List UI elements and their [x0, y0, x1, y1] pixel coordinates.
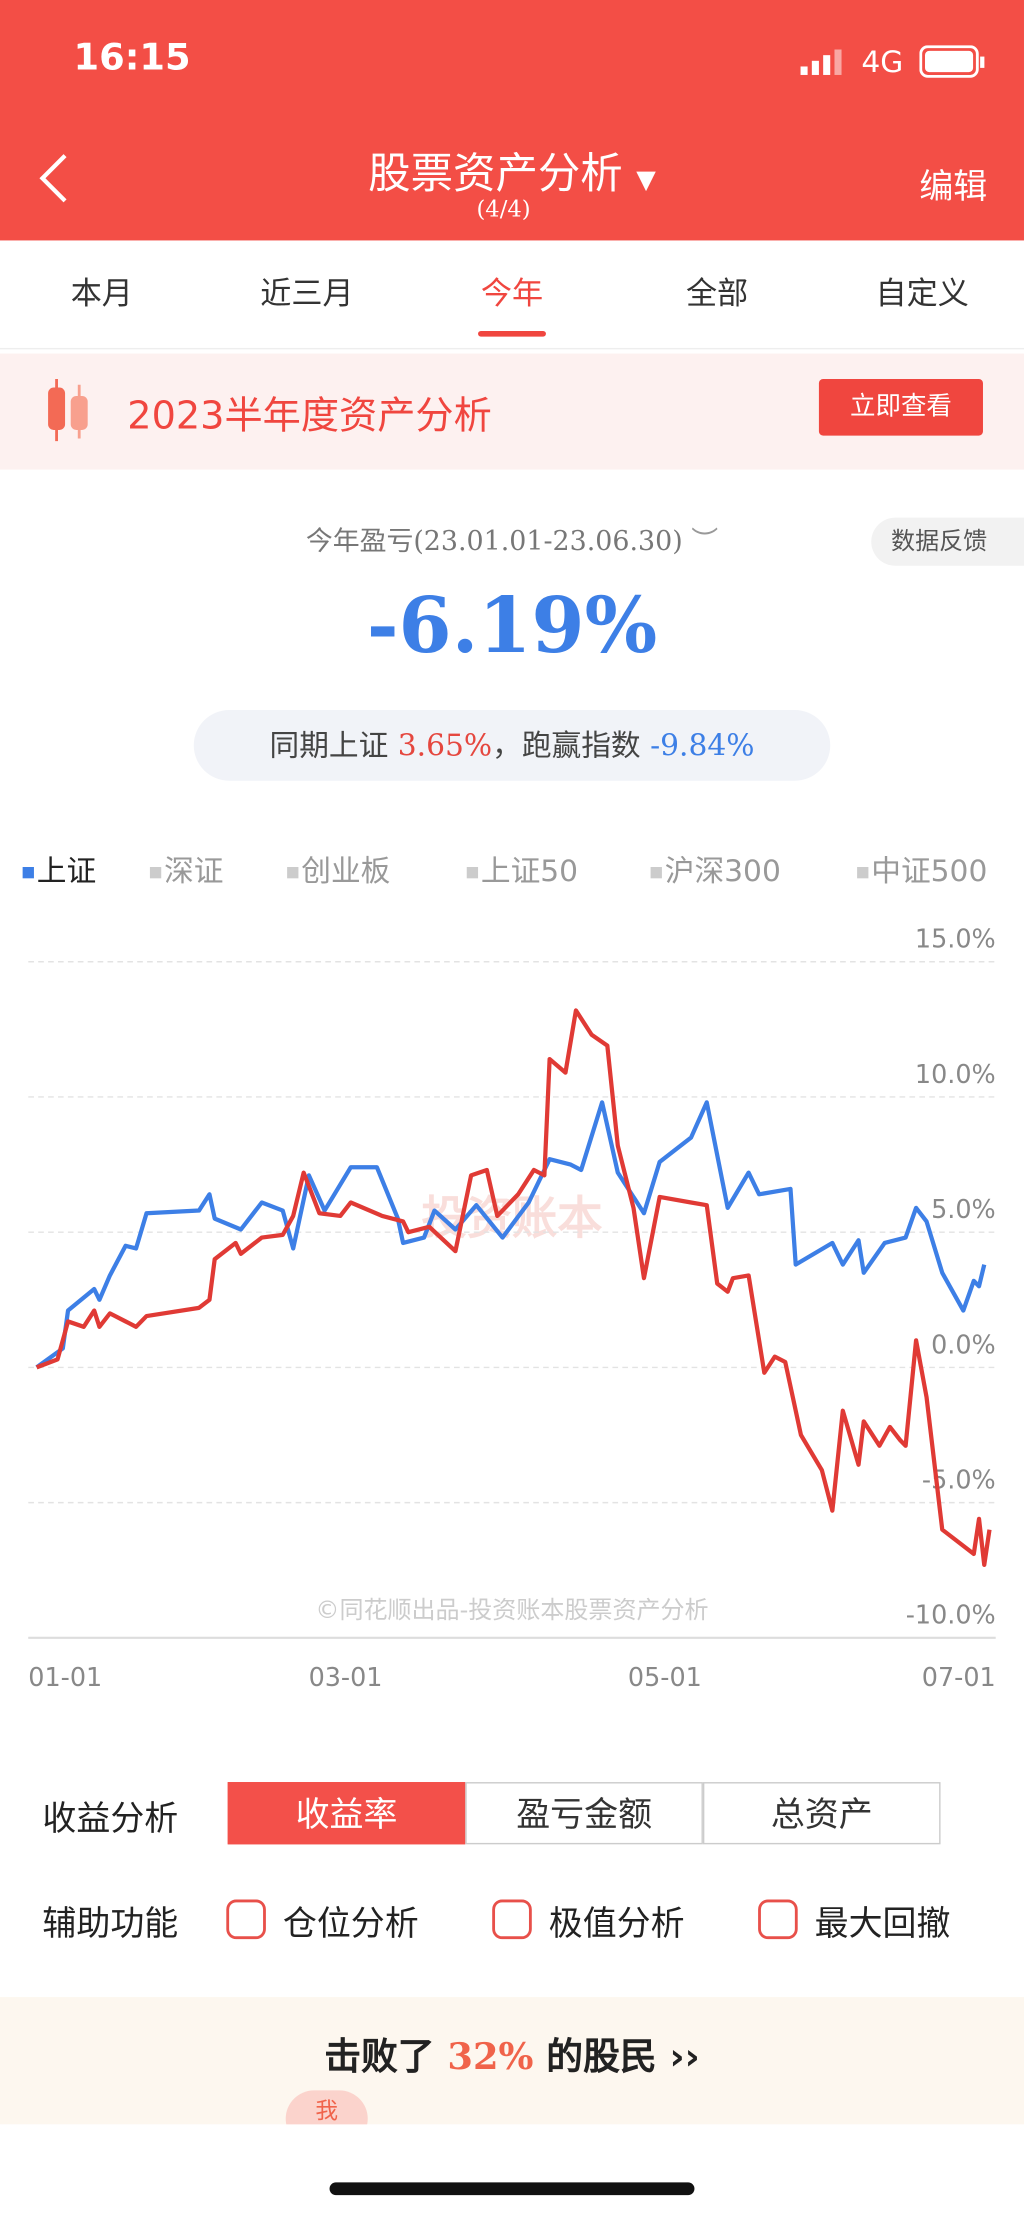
x-tick-label: 05-01 — [628, 1663, 702, 1693]
y-tick-label: 0.0% — [931, 1330, 996, 1360]
tab[interactable]: 全部 — [685, 277, 749, 313]
legend-item[interactable]: 沪深300 — [650, 849, 781, 891]
legend-swatch — [287, 867, 299, 879]
legend-swatch — [650, 867, 662, 879]
tab[interactable]: 今年 — [480, 277, 544, 313]
title[interactable]: 股票资产分析 ▼ — [0, 139, 1024, 201]
banner-title: 2023半年度资产分析 — [127, 394, 492, 439]
banner-icon — [48, 379, 88, 442]
tab-underline — [478, 330, 546, 337]
period-text: 今年盈亏(23.01.01-23.06.30) — [305, 526, 683, 558]
ranking-suffix: 的股民 — [546, 2036, 657, 2080]
excess-label: ，跑赢指数 — [492, 728, 641, 763]
ranking-prefix: 击败了 — [324, 2036, 435, 2080]
network: 4G — [861, 45, 904, 80]
analysis-option[interactable]: 收益率 — [227, 1782, 466, 1845]
chart: 投资账本©同花顺出品-投资账本股票资产分析15.0%10.0%5.0%0.0%-… — [28, 925, 996, 1693]
y-tick-label: 15.0% — [915, 925, 996, 955]
back-button[interactable] — [34, 150, 74, 207]
excess-return: -9.84% — [650, 728, 755, 763]
title-text: 股票资产分析 — [368, 149, 623, 200]
legend-swatch — [22, 867, 34, 879]
benchmark-label: 同期上证 — [269, 728, 389, 763]
clock: 16:15 — [73, 36, 191, 80]
legend-swatch — [466, 867, 479, 879]
eye-icon[interactable]: ︶ — [691, 526, 719, 558]
series-line — [35, 1100, 987, 1370]
banner-button[interactable]: 立即查看 — [818, 379, 983, 436]
series-line — [35, 1008, 992, 1567]
tool-label[interactable]: 极值分析 — [548, 1903, 685, 1944]
legend-item[interactable]: 深证 — [149, 849, 224, 891]
banner[interactable]: 2023半年度资产分析 立即查看 — [0, 353, 1024, 470]
x-tick-label: 07-01 — [922, 1663, 996, 1693]
analysis-label: 收益分析 — [42, 1799, 179, 1839]
legend-label: 沪深300 — [664, 854, 781, 889]
benchmark-return: 3.65% — [397, 728, 493, 763]
return-value: -6.19% — [366, 579, 658, 671]
footer-note: ©同花顺出品-投资账本股票资产分析 — [315, 1596, 708, 1624]
battery-icon — [919, 45, 985, 78]
ranking-percent: 32% — [447, 2036, 534, 2080]
legend-label: 深证 — [164, 854, 224, 889]
legend-label: 创业板 — [301, 854, 391, 889]
period: 今年盈亏(23.01.01-23.06.30) ︶ — [0, 520, 1024, 558]
divider — [0, 347, 1024, 350]
ranking-text: 击败了 32% 的股民 ›› — [0, 2028, 1024, 2080]
header: 16:15 4G 股票资产分析 ▼ (4/4) 编辑 — [0, 0, 1024, 241]
signal-icon — [800, 49, 842, 75]
checkbox[interactable] — [758, 1899, 798, 1940]
checkbox[interactable] — [226, 1899, 266, 1940]
dropdown-arrow: ▼ — [636, 165, 656, 196]
legend-label: 上证 — [36, 854, 97, 889]
chevrons: ›› — [669, 2036, 700, 2080]
x-tick-label: 03-01 — [309, 1663, 383, 1693]
legend-item[interactable]: 上证50 — [466, 849, 579, 891]
x-tick-label: 01-01 — [28, 1663, 102, 1693]
legend-item[interactable]: 创业板 — [287, 849, 390, 891]
tool-label[interactable]: 最大回撤 — [814, 1903, 951, 1944]
home-area — [0, 2124, 1024, 2218]
tab[interactable]: 近三月 — [260, 277, 354, 313]
y-tick-label: 5.0% — [931, 1195, 996, 1225]
feedback-button[interactable]: 数据反馈 — [871, 517, 1024, 566]
legend-label: 上证50 — [480, 854, 579, 889]
edit-button[interactable]: 编辑 — [919, 166, 988, 207]
ranking-bar[interactable]: 击败了 32% 的股民 ›› 我 — [0, 1997, 1024, 2147]
tool-label[interactable]: 仓位分析 — [282, 1903, 419, 1944]
home-indicator — [329, 2182, 695, 2196]
page-indicator: (4/4) — [476, 195, 531, 223]
legend-label: 中证500 — [871, 854, 988, 889]
checkbox[interactable] — [492, 1899, 532, 1940]
y-tick-label: -10.0% — [906, 1601, 996, 1631]
legend-item[interactable]: 中证500 — [857, 849, 987, 891]
y-tick-label: 10.0% — [915, 1060, 996, 1090]
legend-swatch — [857, 867, 869, 879]
analysis-option[interactable]: 盈亏金额 — [465, 1782, 703, 1845]
tab[interactable]: 自定义 — [875, 277, 969, 313]
benchmark-box: 同期上证 3.65%，跑赢指数 -9.84% — [193, 710, 831, 781]
legend-swatch — [149, 867, 162, 879]
y-tick-label: -5.0% — [922, 1465, 996, 1495]
analysis-option[interactable]: 总资产 — [702, 1782, 941, 1845]
legend-item[interactable]: 上证 — [22, 849, 97, 891]
tab[interactable]: 本月 — [70, 277, 133, 313]
tools-label: 辅助功能 — [42, 1903, 179, 1944]
